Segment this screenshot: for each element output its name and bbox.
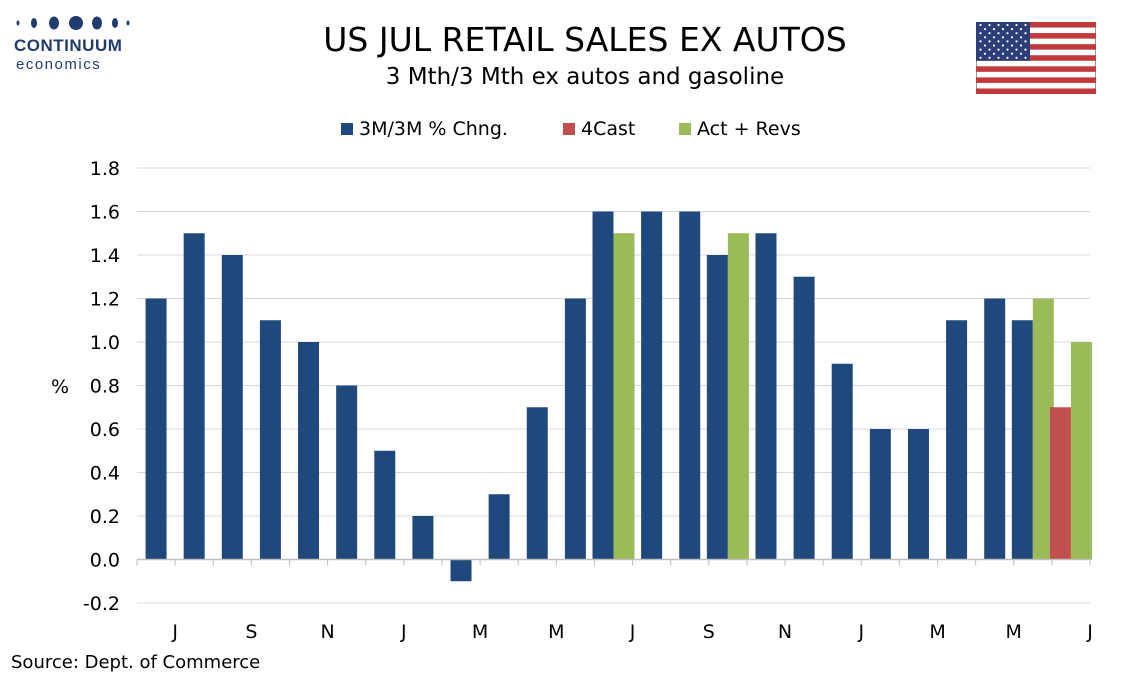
bar-4cast (1049, 407, 1071, 560)
y-tick-label: 1.4 (90, 245, 120, 267)
chart-legend: 3M/3M % Chng. 4Cast Act + Revs (341, 118, 801, 140)
bar-3m3m (374, 450, 396, 560)
bar-act-revs (613, 233, 635, 560)
chart-subtitle: 3 Mth/3 Mth ex autos and gasoline (385, 64, 785, 90)
x-tick-label: M (472, 621, 488, 643)
bar-3m3m (641, 211, 663, 560)
y-tick-label: 0.4 (90, 463, 120, 485)
x-tick-label: M (1006, 621, 1022, 643)
x-tick-label: J (400, 621, 407, 643)
bar-3m3m (907, 429, 929, 560)
bar-3m3m (450, 559, 472, 582)
bar-3m3m (946, 320, 968, 560)
bar-3m3m (679, 211, 701, 560)
legend-swatch (563, 123, 575, 135)
bar-3m3m (706, 255, 728, 560)
source-note: Source: Dept. of Commerce (11, 652, 261, 673)
x-tick-label: J (1086, 621, 1093, 643)
continuum-logo (16, 16, 130, 30)
x-tick-label: J (171, 621, 178, 643)
y-tick-label: 1.8 (90, 158, 120, 180)
bars (145, 211, 1092, 582)
y-tick-label: 1.2 (90, 289, 120, 311)
legend-swatch (341, 123, 353, 135)
bar-3m3m (793, 276, 815, 560)
bar-act-revs (1070, 342, 1092, 560)
x-tick-label: S (703, 621, 715, 643)
us-flag-icon (976, 22, 1096, 94)
x-tick-label: J (857, 621, 864, 643)
y-tick-label: 0.6 (90, 419, 120, 441)
bar-3m3m (984, 298, 1006, 560)
bar-3m3m (298, 342, 320, 560)
x-tick-label: M (929, 621, 945, 643)
y-axis-label: % (51, 376, 69, 398)
x-tick-label: N (778, 621, 792, 643)
y-tick-label: 0.0 (90, 550, 120, 572)
bar-3m3m (869, 429, 891, 560)
bar-act-revs (727, 233, 749, 560)
legend-label: Act + Revs (697, 118, 801, 140)
bar-3m3m (336, 385, 358, 560)
y-tick-label: 0.2 (90, 506, 120, 528)
y-tick-label: 1.0 (90, 332, 120, 354)
legend-label: 4Cast (581, 118, 635, 140)
y-tick-label: 0.8 (90, 376, 120, 398)
bar-3m3m (831, 363, 853, 560)
bar-3m3m (145, 298, 167, 560)
bar-3m3m (1011, 320, 1033, 560)
legend-label: 3M/3M % Chng. (359, 118, 508, 140)
bar-3m3m (488, 494, 510, 560)
bar-3m3m (526, 407, 548, 560)
x-tick-label: N (320, 621, 334, 643)
bar-3m3m (412, 516, 434, 560)
logo-wordmark: CONTINUUM (14, 36, 123, 55)
bar-3m3m (183, 233, 205, 560)
bar-act-revs (1032, 298, 1054, 560)
y-axis: 1.8 1.6 1.4 1.2 1.0 0.8 0.6 0.4 0.2 0.0 -0.2% (51, 158, 120, 615)
x-tick-label: S (245, 621, 257, 643)
y-tick-label: -0.2 (83, 593, 120, 615)
logo-tagline: economics (16, 56, 102, 73)
legend-swatch (679, 123, 691, 135)
chart-title: US JUL RETAIL SALES EX AUTOS (323, 20, 847, 59)
bar-3m3m (259, 320, 281, 560)
bar-3m3m (592, 211, 614, 560)
y-tick-label: 1.6 (90, 202, 120, 224)
bar-3m3m (221, 255, 243, 560)
bar-3m3m (755, 233, 777, 560)
x-tick-label: J (629, 621, 636, 643)
bar-3m3m (564, 298, 586, 560)
x-tick-label: M (548, 621, 564, 643)
